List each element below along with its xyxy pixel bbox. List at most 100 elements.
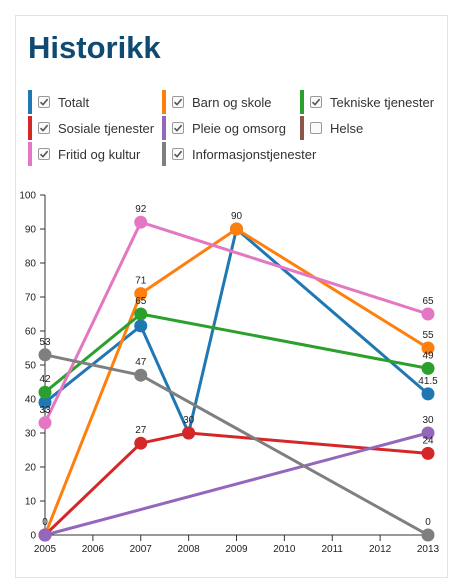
legend-label: Barn og skole [192, 94, 272, 110]
data-label: 30 [422, 415, 434, 426]
legend-item[interactable]: Pleie og omsorg [162, 116, 286, 140]
x-tick-label: 2011 [321, 544, 343, 555]
data-label: 27 [135, 425, 147, 436]
data-label: 65 [422, 296, 434, 307]
data-point[interactable] [38, 348, 52, 362]
x-tick-label: 2009 [225, 544, 248, 555]
data-label: 47 [135, 357, 147, 368]
data-point[interactable] [421, 307, 435, 321]
legend-checkbox[interactable] [38, 96, 50, 108]
legend-item[interactable]: Barn og skole [162, 90, 272, 114]
checkmark-icon [173, 124, 183, 132]
y-tick-label: 60 [25, 327, 37, 338]
x-tick-label: 2013 [417, 544, 440, 555]
legend-color-swatch [162, 116, 166, 140]
x-tick-label: 2008 [178, 544, 201, 555]
data-point[interactable] [230, 222, 243, 236]
series-line-tekniske-tjenester [44, 312, 429, 394]
legend-item[interactable]: Tekniske tjenester [300, 90, 435, 114]
data-point[interactable] [134, 319, 148, 333]
series-line-sosiale-tjenester [43, 431, 429, 537]
data-point[interactable] [134, 215, 148, 229]
legend-checkbox[interactable] [310, 96, 322, 108]
series-line-informasjonstjenester [44, 353, 429, 537]
data-label: 65 [135, 296, 147, 307]
legend-item[interactable]: Totalt [28, 90, 90, 114]
data-label: 24 [422, 435, 434, 446]
data-point[interactable] [134, 307, 148, 321]
data-label: 71 [135, 276, 147, 287]
data-label: 53 [39, 337, 51, 348]
legend-checkbox[interactable] [172, 96, 184, 108]
legend-color-swatch [300, 116, 304, 140]
legend-item[interactable]: Helse [300, 116, 364, 140]
data-label: 41.5 [418, 376, 438, 387]
data-point[interactable] [134, 287, 148, 301]
data-point[interactable] [134, 368, 148, 382]
series-line-pleie-og-omsorg [44, 431, 429, 537]
x-tick-label: 2005 [34, 544, 57, 555]
data-point[interactable] [38, 385, 52, 399]
legend-color-swatch [300, 90, 304, 114]
y-tick-label: 30 [25, 429, 37, 440]
y-tick-label: 100 [19, 191, 36, 202]
checkmark-icon [39, 98, 49, 106]
data-point[interactable] [421, 341, 435, 355]
y-tick-label: 40 [25, 395, 37, 406]
data-point[interactable] [421, 426, 435, 440]
y-tick-label: 70 [25, 293, 37, 304]
data-point[interactable] [38, 395, 52, 409]
legend-checkbox[interactable] [172, 122, 184, 134]
legend-label: Pleie og omsorg [192, 120, 286, 136]
legend-item[interactable]: Informasjonstjenester [162, 142, 317, 166]
y-tick-label: 10 [25, 497, 37, 508]
legend-label: Helse [330, 120, 364, 136]
legend-item[interactable]: Fritid og kultur [28, 142, 140, 166]
page-title: Historikk [28, 30, 161, 65]
y-tick-label: 0 [30, 531, 36, 542]
legend-checkbox[interactable] [310, 122, 322, 134]
chart-lines [43, 220, 429, 537]
checkmark-icon [39, 124, 49, 132]
data-point[interactable] [38, 528, 52, 542]
x-tick-label: 2010 [273, 544, 296, 555]
legend-label: Sosiale tjenester [58, 120, 155, 136]
data-label: 33 [39, 405, 51, 416]
y-tick-label: 50 [25, 361, 37, 372]
data-label: 0 [425, 517, 431, 528]
data-point[interactable] [421, 361, 435, 375]
legend-color-swatch [28, 116, 32, 140]
data-point[interactable] [421, 446, 435, 460]
data-point[interactable] [182, 426, 196, 440]
legend-checkbox[interactable] [38, 148, 50, 160]
data-label: 92 [135, 204, 147, 215]
legend-color-swatch [162, 142, 166, 166]
x-tick-label: 2006 [82, 544, 105, 555]
legend-checkbox[interactable] [38, 122, 50, 134]
legend-label: Informasjonstjenester [192, 146, 317, 162]
series-line-barn-og-skole [43, 227, 429, 536]
data-label: 30 [183, 415, 195, 426]
legend-label: Tekniske tjenester [330, 94, 435, 110]
data-label: 55 [422, 330, 434, 341]
y-tick-label: 20 [25, 463, 37, 474]
data-point[interactable] [421, 528, 435, 542]
checkmark-icon [39, 150, 49, 158]
legend-color-swatch [28, 90, 32, 114]
x-tick-label: 2007 [130, 544, 153, 555]
chart-points [38, 215, 435, 542]
legend-item[interactable]: Sosiale tjenester [28, 116, 155, 140]
y-tick-label: 90 [25, 225, 37, 236]
x-tick-label: 2012 [369, 544, 392, 555]
legend-label: Totalt [58, 94, 90, 110]
checkmark-icon [173, 98, 183, 106]
legend-checkbox[interactable] [172, 148, 184, 160]
data-point[interactable] [38, 416, 52, 430]
data-point[interactable] [421, 387, 435, 401]
y-tick-label: 80 [25, 259, 37, 270]
legend-color-swatch [162, 90, 166, 114]
data-label: 49 [422, 350, 434, 361]
data-label: 42 [39, 374, 51, 385]
data-point[interactable] [134, 436, 148, 450]
